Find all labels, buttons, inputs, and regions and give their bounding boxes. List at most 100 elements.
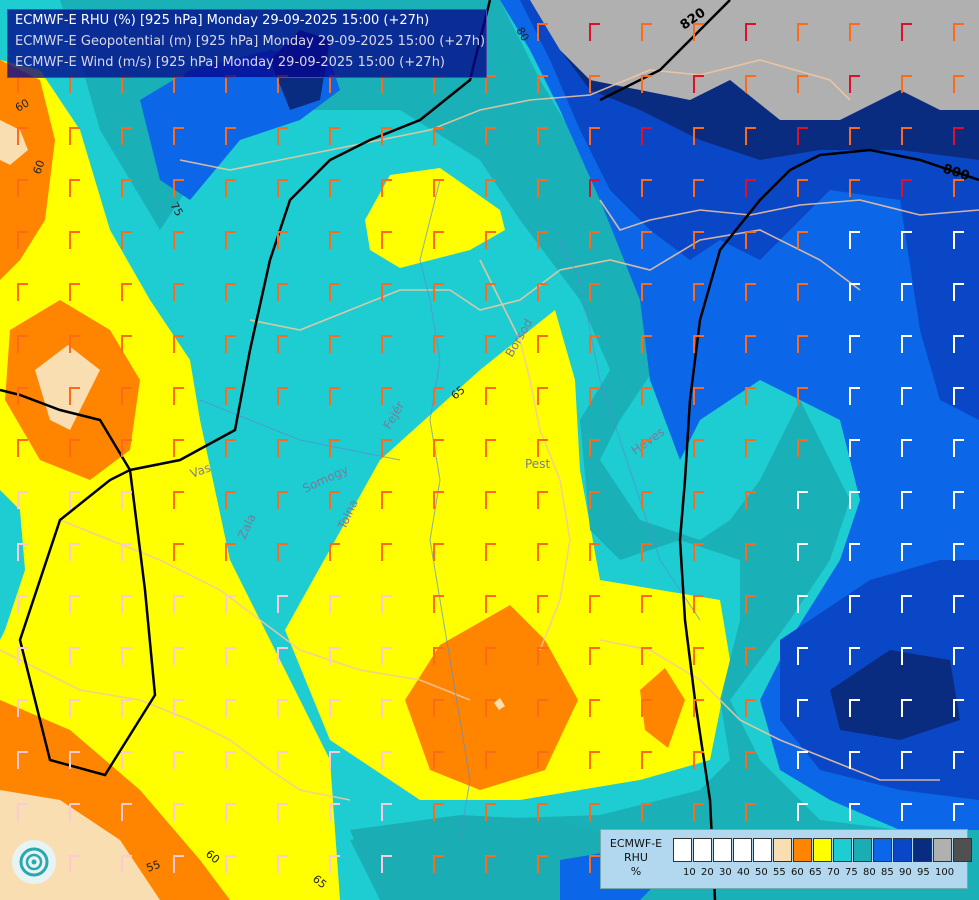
wind-barb-icon <box>693 803 704 821</box>
wind-barb-icon <box>849 387 860 405</box>
wind-barb-icon <box>745 543 756 561</box>
geopotential-contour-800 <box>678 148 979 900</box>
wind-barbs <box>17 23 964 873</box>
wind-barb-icon <box>589 387 600 405</box>
wind-barb-icon <box>329 387 340 405</box>
wind-barb-icon <box>381 283 392 301</box>
rhu-label: 55 <box>145 858 163 875</box>
wind-barb-icon <box>797 127 808 145</box>
wind-barb-icon <box>17 543 28 561</box>
legend-tick: 10 <box>683 867 696 878</box>
map-title-box: ECMWF-E RHU (%) [925 hPa] Monday 29-09-2… <box>7 9 487 78</box>
color-legend: ECMWF-E RHU % 10 20 30 40 50 55 60 65 70 75 80 85 90… <box>600 829 972 889</box>
wind-barb-icon <box>433 803 444 821</box>
legend-tick: 100 <box>935 867 955 878</box>
wind-barb-icon <box>433 335 444 353</box>
wind-barb-icon <box>745 75 756 93</box>
wind-barb-icon <box>693 543 704 561</box>
wind-barb-icon <box>537 595 548 613</box>
wind-barb-icon <box>121 335 132 353</box>
wind-barb-icon <box>173 491 184 509</box>
wind-barb-icon <box>849 647 860 665</box>
wind-barb-icon <box>277 855 288 873</box>
wind-barb-icon <box>17 491 28 509</box>
wind-barb-icon <box>381 803 392 821</box>
wind-barb-icon <box>69 543 80 561</box>
legend-tick: 70 <box>827 867 840 878</box>
rhu-band-55-west <box>35 345 100 430</box>
wind-barb-icon <box>537 23 548 41</box>
wind-barb-icon <box>589 543 600 561</box>
rhu-band-60-east <box>640 668 685 748</box>
wind-barb-icon <box>901 491 912 509</box>
wind-barb-icon <box>745 23 756 41</box>
wind-barb-icon <box>485 751 496 769</box>
place-label: Vas <box>188 461 212 481</box>
wind-barb-icon <box>329 855 340 873</box>
title-geopotential: ECMWF-E Geopotential (m) [925 hPa] Monda… <box>15 34 486 49</box>
wind-barb-icon <box>381 439 392 457</box>
rivers <box>199 179 701 841</box>
legend-tick: 75 <box>845 867 858 878</box>
wind-barb-icon <box>797 439 808 457</box>
rhu-band-65-west <box>0 60 340 900</box>
wind-barb-icon <box>901 335 912 353</box>
wind-barb-icon <box>901 543 912 561</box>
wind-barb-icon <box>433 647 444 665</box>
wind-barb-icon <box>849 23 860 41</box>
wind-barb-icon <box>433 751 444 769</box>
wind-barb-icon <box>121 855 132 873</box>
wind-barb-icon <box>277 179 288 197</box>
wind-barb-icon <box>693 751 704 769</box>
wind-barb-icon <box>485 855 496 873</box>
wind-barb-icon <box>693 23 704 41</box>
wind-barb-icon <box>953 23 964 41</box>
legend-swatch <box>953 838 972 862</box>
wind-barb-icon <box>277 231 288 249</box>
wind-barb-icon <box>277 387 288 405</box>
wind-barb-icon <box>69 127 80 145</box>
wind-barb-icon <box>953 335 964 353</box>
wind-barb-icon <box>641 283 652 301</box>
wind-barb-icon <box>797 231 808 249</box>
wind-barb-icon <box>173 751 184 769</box>
wind-barb-icon <box>641 543 652 561</box>
wind-barb-icon <box>693 127 704 145</box>
wind-barb-icon <box>797 751 808 769</box>
wind-barb-icon <box>901 699 912 717</box>
wind-barb-icon <box>849 127 860 145</box>
wind-barb-icon <box>381 179 392 197</box>
wind-barb-icon <box>693 75 704 93</box>
legend-model: ECMWF-E <box>609 837 663 850</box>
logo-swirl-icon <box>19 847 49 877</box>
wind-barb-icon <box>485 335 496 353</box>
wind-barb-icon <box>277 803 288 821</box>
rhu-band-55-center <box>494 698 505 710</box>
rhu-band-90-se <box>830 650 960 740</box>
wind-barb-icon <box>537 127 548 145</box>
legend-swatch <box>913 838 932 862</box>
wind-barb-icon <box>745 699 756 717</box>
wind-barb-icon <box>277 127 288 145</box>
wind-barb-icon <box>745 283 756 301</box>
wind-barb-icon <box>589 595 600 613</box>
legend-swatch <box>933 838 952 862</box>
rhu-band-75-north <box>60 0 979 900</box>
legend-swatch <box>893 838 912 862</box>
wind-barb-icon <box>797 335 808 353</box>
wind-barb-icon <box>173 179 184 197</box>
wind-barb-icon <box>693 699 704 717</box>
wind-barb-icon <box>225 335 236 353</box>
wind-barb-icon <box>693 179 704 197</box>
wind-barb-icon <box>849 751 860 769</box>
wind-barb-icon <box>69 751 80 769</box>
wind-barb-icon <box>537 439 548 457</box>
wind-barb-icon <box>849 595 860 613</box>
wind-barb-icon <box>797 543 808 561</box>
legend-tick: 20 <box>701 867 714 878</box>
wind-barb-icon <box>849 75 860 93</box>
wind-barb-icon <box>277 283 288 301</box>
rhu-band-65-north <box>365 168 505 268</box>
wind-barb-icon <box>693 491 704 509</box>
